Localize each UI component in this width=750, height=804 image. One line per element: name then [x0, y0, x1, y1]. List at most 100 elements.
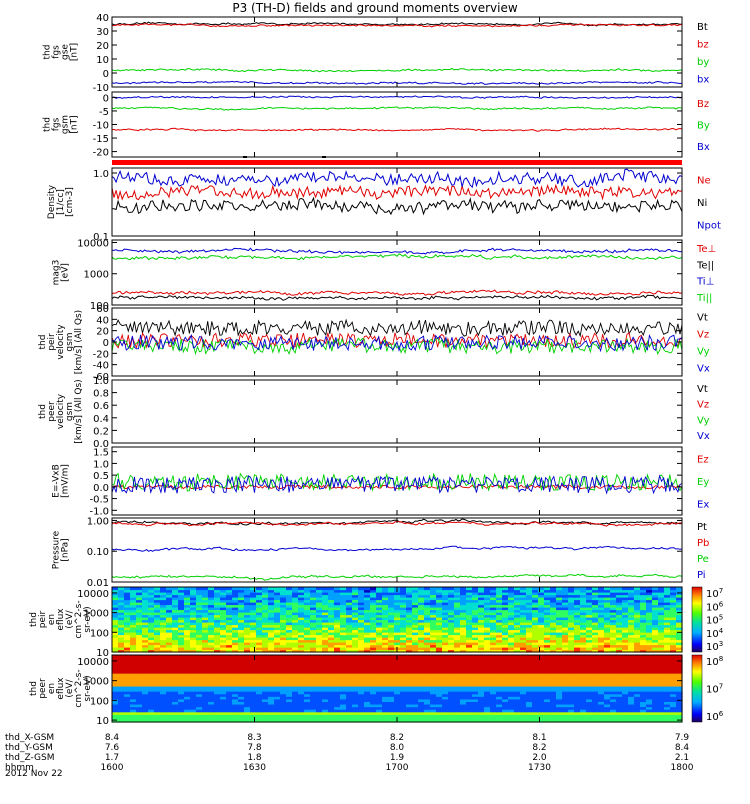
peir_velocity-legend-vz: Vz [697, 330, 709, 341]
peir_velocity-legend-vt: Vt [697, 313, 708, 324]
temperature-legend-ti: Ti|| [696, 293, 712, 304]
peir_eflux-colorbar-exponent: 5 [719, 614, 723, 622]
peer_velocity-legend-vx: Vx [697, 431, 710, 442]
fgs_gse-series-by [112, 68, 682, 71]
efield-ytick-label: 1.0 [93, 459, 109, 470]
efield-legend-ez: Ez [697, 454, 709, 465]
temperature-legend-te: Te|| [696, 260, 714, 271]
peer_velocity-ytick-label: 0.2 [93, 426, 109, 437]
efield-ytick-label: -0.5 [89, 495, 109, 506]
peir_velocity-legend-vx: Vx [697, 364, 710, 375]
efield-frame [112, 447, 682, 515]
pressure-ytick-label: 0.10 [87, 547, 109, 558]
fgs_gse-ytick-label: 30 [96, 27, 109, 38]
peir_eflux-ytick-label: 10000 [77, 589, 109, 600]
fgs_gse-legend-bz: bz [697, 39, 709, 50]
density-series-ni [112, 198, 682, 214]
fgs_gsm-ytick-label: 0 [103, 93, 109, 104]
pressure-legend-pe: Pe [697, 554, 709, 565]
temperature-legend-ti: Ti⊥ [696, 277, 714, 288]
temperature-ylabel: [eV] [61, 263, 71, 282]
figure-title: P3 (TH-D) fields and ground moments over… [232, 1, 517, 15]
efield-ytick-label: 0.5 [93, 471, 109, 482]
fgs_gse-legend-bx: bx [697, 74, 709, 85]
peir_velocity-ylabel: [km/s] (All Qs) [74, 310, 84, 374]
pressure-legend-pb: Pb [697, 538, 709, 549]
peer_velocity-legend-vy: Vy [697, 415, 710, 426]
fgs_gse-ytick-label: 40 [96, 13, 109, 24]
peer_velocity-ytick-label: 0.4 [93, 414, 109, 425]
efield-ytick-label: 1.5 [93, 448, 109, 459]
fgs_gsm-frame [112, 92, 682, 157]
peir_velocity-ytick-label: 40 [96, 315, 109, 326]
temperature-series-ti [112, 248, 682, 254]
fgs_gsm-series-by [112, 107, 682, 110]
peer_velocity-frame [112, 380, 682, 443]
peir_eflux-colorbar-label: 104 [706, 627, 724, 640]
peer_velocity-ylabel: [km/s] (All Qs) [74, 379, 84, 443]
pressure-ylabel: [nPa] [61, 538, 71, 561]
temperature-series-te [112, 290, 682, 295]
peir_velocity-ytick-label: 0 [103, 338, 109, 349]
density-ytick-label: 1.0 [93, 169, 109, 180]
efield-ytick-label: 0.0 [93, 483, 109, 494]
peir_velocity-ytick-label: -40 [93, 361, 109, 372]
peir_eflux-colorbar-exponent: 7 [719, 587, 723, 595]
peir_eflux-colorbar-exponent: 3 [719, 640, 723, 648]
fgs_gse-ytick-label: 0 [103, 69, 109, 80]
pressure-ytick-label: 1.00 [87, 516, 109, 527]
fgs_gse-legend-by: by [697, 57, 709, 68]
fgs_gsm-ytick-label: -15 [93, 134, 109, 145]
pressure-legend-pi: Pi [697, 570, 706, 581]
temperature-series-ti [112, 254, 682, 260]
temperature-ytick-label: 1000 [84, 270, 109, 281]
peer_velocity-ytick-label: 1.0 [93, 376, 109, 387]
efield-ylabel: [mV/m] [61, 464, 71, 498]
peir_eflux-colorbar-label: 107 [706, 587, 723, 600]
fgs_gsm-ylabel: [nT] [70, 115, 80, 133]
peir_eflux-ylabel: sr-eV) [83, 606, 93, 632]
peer_velocity-ytick-label: 0.6 [93, 401, 109, 412]
fgs_gsm-ytick-label: -20 [93, 148, 109, 159]
fgs_gse-ytick-label: -10 [93, 83, 109, 94]
density-legend-npot: Npot [697, 221, 721, 232]
peir_velocity-ytick-label: 20 [96, 327, 109, 338]
efield-legend-ex: Ex [697, 500, 709, 511]
fgs_gse-ytick-label: 20 [96, 41, 109, 52]
pressure-series-pi [112, 546, 682, 551]
fgs_gse-ytick-label: 10 [96, 55, 109, 66]
peir_eflux-colorbar-label: 103 [706, 640, 723, 653]
peir_eflux-colorbar-label: 105 [706, 614, 723, 627]
peir_velocity-ytick-label: -20 [93, 349, 109, 360]
density-series-ne [112, 185, 682, 199]
peir_velocity-legend-vy: Vy [697, 347, 710, 358]
pressure-legend-pt: Pt [697, 522, 707, 533]
temperature-ytick-label: 10000 [77, 238, 109, 249]
density-legend-ne: Ne [697, 175, 711, 186]
peir_eflux-colorbar-exponent: 4 [719, 627, 724, 635]
peer_velocity-legend-vz: Vz [697, 400, 709, 411]
peer_velocity-ytick-label: 0.8 [93, 389, 109, 400]
fgs_gsm-legend-bx: Bx [697, 142, 710, 153]
fgs_gsm-legend-bz: Bz [697, 99, 709, 110]
fgs_gse-frame [112, 17, 682, 87]
peir_eflux-colorbar-exponent: 6 [719, 600, 724, 608]
peir_eflux-colorbar [692, 587, 702, 652]
peir_eflux-colorbar-label: 106 [706, 600, 724, 613]
fgs_gse-legend-bt: Bt [697, 22, 708, 33]
peir_velocity-ytick-label: 60 [96, 304, 109, 315]
fgs_gsm-legend-by: By [697, 121, 710, 132]
peer_eflux-spectrogram [112, 655, 683, 723]
peir_eflux-spectrogram [112, 587, 683, 653]
